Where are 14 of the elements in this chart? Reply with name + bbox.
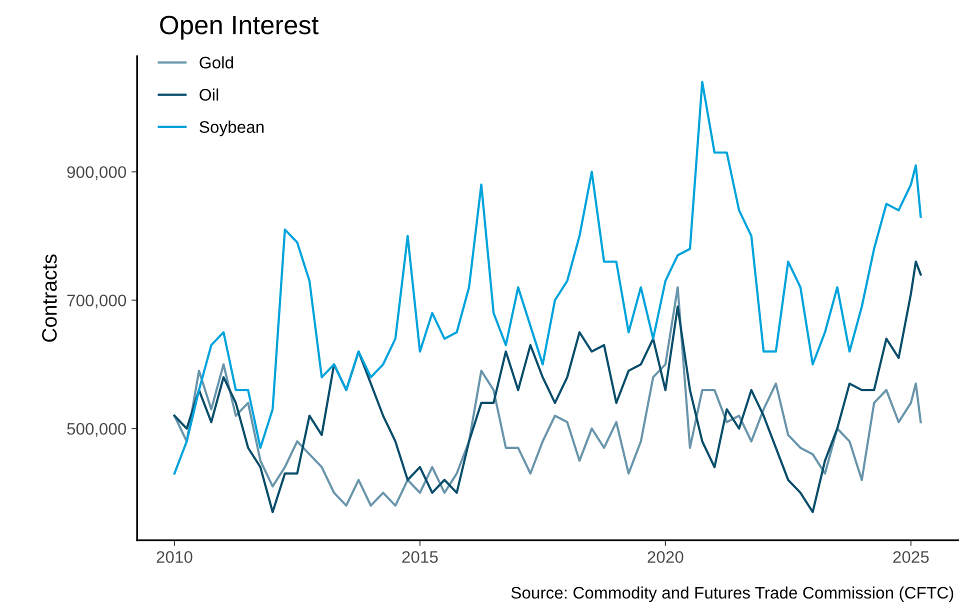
y-tick-label: 700,000: [67, 294, 126, 308]
y-tick-label: 500,000: [67, 422, 126, 437]
legend-label: Soybean: [200, 120, 264, 136]
y-tick-label: 900,000: [67, 166, 126, 180]
x-tick-label: 2025: [893, 551, 929, 563]
legend-label: Gold: [200, 56, 233, 69]
x-tick-label: 2020: [648, 551, 684, 563]
legend-label: Oil: [200, 88, 218, 101]
y-axis-title: Contracts: [42, 254, 57, 342]
x-tick-label: 2010: [156, 551, 192, 563]
line-series: [173, 80, 922, 475]
legend-title: Open Interest: [160, 16, 319, 40]
x-tick-label: 2015: [402, 551, 438, 563]
source-note: Source: Commodity and Futures Trade Commission (CFTC): [511, 586, 954, 602]
